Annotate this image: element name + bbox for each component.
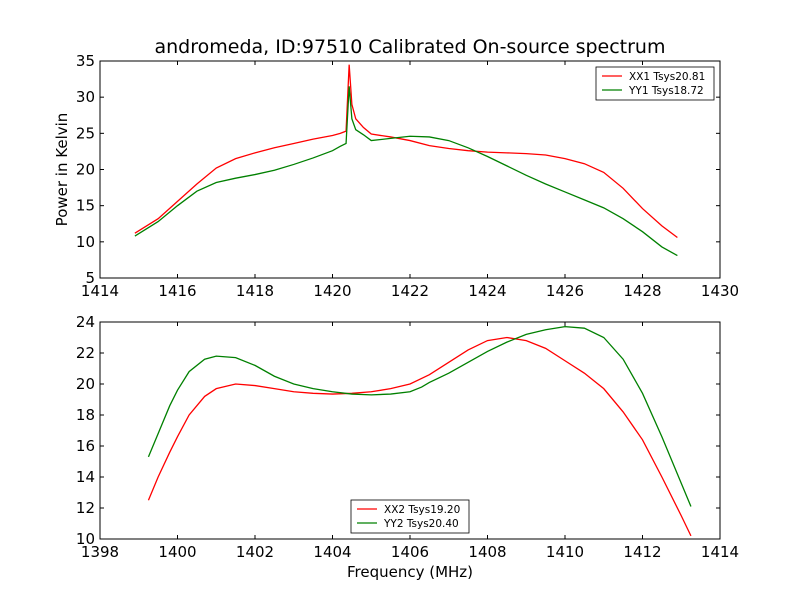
x-tick-label: 1410 [546, 543, 584, 561]
x-tick-label: 1416 [158, 282, 196, 300]
legend-box-2 [350, 499, 470, 534]
y-tick-label: 20 [76, 161, 95, 179]
series-line-2-2 [147, 325, 692, 507]
x-tick-label: 1420 [313, 282, 351, 300]
y-tick-label: 30 [76, 88, 95, 106]
series-line-1-2 [134, 86, 678, 257]
y-tick-label: 20 [76, 375, 95, 393]
x-tick-label: 1414 [701, 543, 739, 561]
x-tick-label: 1424 [468, 282, 506, 300]
y-tick-label: 15 [76, 197, 95, 215]
y-tick-label: 16 [76, 437, 95, 455]
x-tick-label: 1412 [623, 543, 661, 561]
x-tick-label: 1418 [236, 282, 274, 300]
x-tick-label: 1430 [701, 282, 739, 300]
x-tick-label: 1404 [313, 543, 351, 561]
x-tick-label: 1428 [623, 282, 661, 300]
y-tick-label: 24 [76, 313, 95, 331]
subplot-2: 1398 1400 1402 1404 1406 1408 1410 1412 1414 10 12… [76, 313, 739, 561]
legend-entry: YY2 Tsys20.40 [383, 518, 459, 530]
y-tick-label: 22 [76, 344, 95, 362]
y-tick-label: 35 [76, 52, 95, 70]
legend-box-1 [595, 66, 715, 101]
series-line-2-1 [147, 336, 692, 537]
x-tick-label: 1408 [468, 543, 506, 561]
y-tick-label: 18 [76, 406, 95, 424]
x-tick-label: 1414 [81, 282, 119, 300]
x-tick-label: 1426 [546, 282, 584, 300]
legend-entry: XX2 Tsys19.20 [384, 504, 460, 516]
x-tick-label: 1406 [391, 543, 429, 561]
series-line-1-1 [134, 64, 678, 239]
x-axis-label: Frequency (MHz) [347, 563, 473, 581]
x-tick-label: 1398 [81, 543, 119, 561]
y-tick-label: 25 [76, 124, 95, 142]
y-tick-label: 10 [76, 530, 95, 548]
y-tick-label: 10 [76, 233, 95, 251]
x-tick-label: 1400 [158, 543, 196, 561]
x-tick-label: 1422 [391, 282, 429, 300]
x-tick-label: 1402 [236, 543, 274, 561]
subplot-1: 1414 1416 1418 1420 1422 1424 1426 1428 1430 5 10 1… [53, 52, 739, 300]
y-axis-label: Power in Kelvin [53, 113, 71, 227]
plot-area: 1414 1416 1418 1420 1422 1424 1426 1428 14305101… [53, 52, 739, 561]
figure-title: andromeda, ID:97510 Calibrated On-source… [155, 36, 666, 58]
y-tick-label: 5 [85, 269, 95, 287]
legend-entry: XX1 Tsys20.81 [629, 71, 705, 83]
y-tick-label: 12 [76, 499, 95, 517]
legend-entry: YY1 Tsys18.72 [628, 85, 704, 97]
y-tick-label: 14 [76, 468, 95, 486]
